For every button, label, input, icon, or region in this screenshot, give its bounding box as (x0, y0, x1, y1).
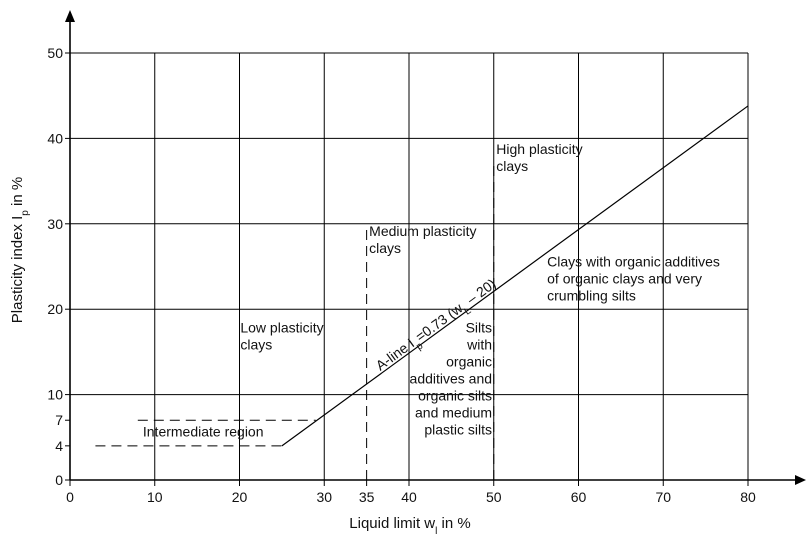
x-axis-title: Liquid limit wl in % (349, 515, 470, 536)
annotation-line: clays (496, 158, 528, 174)
annotation-line: organic (446, 353, 492, 369)
annotation-low: Low plasticity clays (240, 319, 323, 352)
x-tick-label-30: 30 (316, 489, 332, 505)
annotation-line: crumbling silts (547, 288, 636, 304)
x-tick-label-70: 70 (655, 489, 671, 505)
annotation-line: Clays with organic additives (547, 254, 720, 270)
annotation-silts: Silts with organic additives and organic sil… (410, 319, 493, 437)
y-tick-label-4: 4 (55, 438, 63, 454)
y-tick-label-50: 50 (47, 45, 63, 61)
a-line (281, 105, 749, 447)
annotation-line: Intermediate region (143, 423, 264, 439)
y-tick-label-40: 40 (47, 130, 63, 146)
annotation-intermediate: Intermediate region (143, 423, 264, 439)
y-axis-title: Plasticity index Ip in % (9, 177, 31, 323)
x-tick-labels: 0 10 20 30 35 40 50 60 70 80 (66, 480, 756, 505)
y-tick-label-0: 0 (55, 472, 63, 488)
annotation-line: of organic clays and very (547, 271, 702, 287)
boundary-lines (95, 164, 495, 480)
x-tick-label-60: 60 (571, 489, 587, 505)
annotation-line: additives and (410, 370, 493, 386)
annotation-line: and medium (415, 404, 492, 420)
x-tick-label-0: 0 (66, 489, 74, 505)
axes (65, 10, 806, 485)
annotation-medium: Medium plasticity clays (369, 223, 476, 256)
y-tick-label-7: 7 (55, 412, 63, 428)
x-tick-label-40: 40 (401, 489, 417, 505)
annotation-line: clays (240, 336, 272, 352)
x-tick-label-80: 80 (740, 489, 756, 505)
annotation-line: Medium plasticity (369, 223, 476, 239)
annotation-line: High plasticity (496, 141, 582, 157)
x-tick-label-50: 50 (486, 489, 502, 505)
y-axis-arrow (65, 10, 75, 22)
x-tick-label-20: 20 (232, 489, 248, 505)
annotation-line: organic silts (418, 387, 492, 403)
y-tick-labels: 0 4 7 10 20 30 40 50 (47, 45, 70, 488)
annotation-line: plastic silts (424, 421, 492, 437)
x-axis-arrow (795, 475, 806, 485)
annotation-high: High plasticity clays (496, 141, 582, 174)
y-tick-label-30: 30 (47, 216, 63, 232)
x-tick-label-10: 10 (147, 489, 163, 505)
y-tick-label-20: 20 (47, 301, 63, 317)
y-tick-label-10: 10 (47, 387, 63, 403)
annotation-line: Low plasticity (240, 319, 323, 335)
annotation-organic-clays: Clays with organic additives of organic c… (547, 254, 720, 304)
annotation-line: with (466, 336, 492, 352)
annotation-line: Silts (466, 319, 492, 335)
annotation-line: clays (369, 240, 401, 256)
x-tick-label-35: 35 (359, 489, 375, 505)
